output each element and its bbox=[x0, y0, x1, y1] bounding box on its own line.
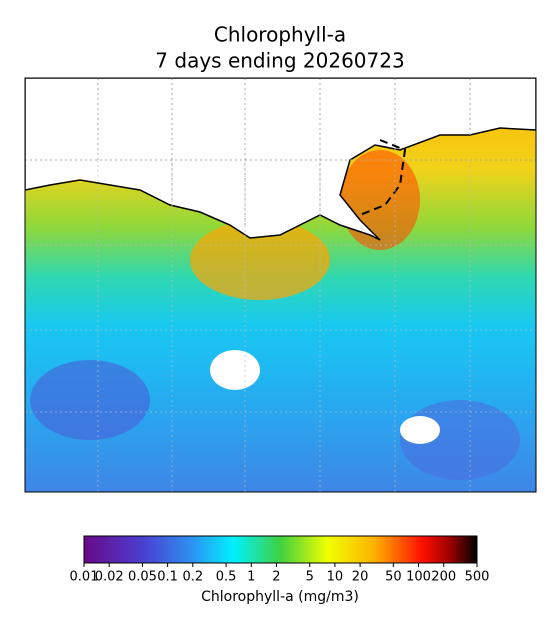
map-area bbox=[25, 78, 536, 492]
cloud-gap bbox=[400, 416, 440, 444]
colorbar-tick-label: 0.5 bbox=[216, 570, 237, 585]
colorbar-tick-label: 10 bbox=[327, 570, 344, 585]
title-line: Chlorophyll-a bbox=[214, 23, 346, 47]
colorbar-tick-label: 20 bbox=[352, 570, 369, 585]
low-region bbox=[30, 360, 150, 440]
colorbar-tick-label: 500 bbox=[465, 570, 490, 585]
cloud-gap bbox=[210, 350, 260, 390]
colorbar-tick-label: 50 bbox=[385, 570, 402, 585]
colorbar-tick-label: 0.02 bbox=[95, 570, 124, 585]
colorbar-tick-label: 200 bbox=[431, 570, 456, 585]
colorbar-ticks: 0.010.02 0.05 0.1 0.2 0.5 1 2 5 10 20 50 100 200 500 bbox=[70, 563, 490, 585]
colorbar-tick-label: 0.01 bbox=[70, 570, 99, 585]
colorbar-tick-label: 5 bbox=[306, 570, 314, 585]
boundary bbox=[359, 139, 407, 216]
title-line: 7 days ending 20260723 bbox=[155, 49, 404, 73]
land bbox=[25, 78, 536, 241]
map-frame bbox=[24, 77, 537, 493]
graticule bbox=[25, 78, 536, 225]
colorbar-tick-label: 100 bbox=[406, 570, 431, 585]
colorbar-tick-label: 0.05 bbox=[128, 570, 157, 585]
colorbar-label: Chlorophyll-a (mg/m3) bbox=[201, 589, 359, 605]
colorbar-tick-label: 2 bbox=[272, 570, 280, 585]
colorbar-tick-label: 1 bbox=[247, 570, 255, 585]
colorbar-tick-label: 0.1 bbox=[157, 570, 178, 585]
graticule bbox=[25, 160, 536, 492]
plume bbox=[340, 150, 420, 250]
colorbar bbox=[83, 535, 478, 564]
colorbar-tick-label: 0.2 bbox=[182, 570, 203, 585]
plume bbox=[190, 220, 330, 300]
